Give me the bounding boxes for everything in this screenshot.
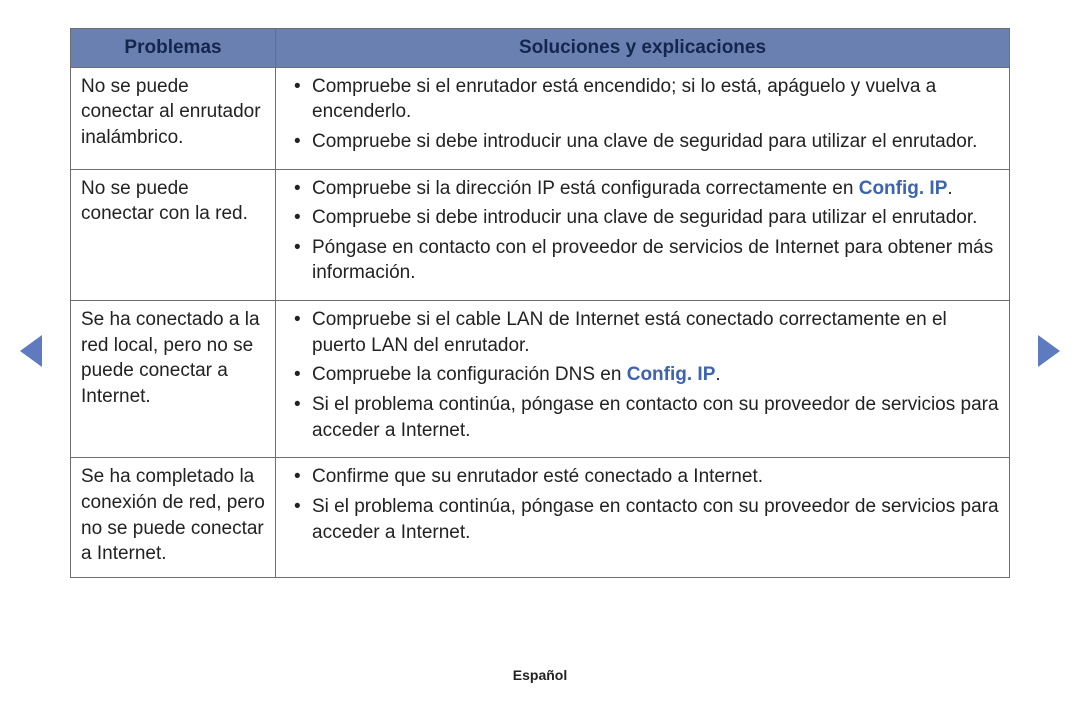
solution-text: Si el problema continúa, póngase en cont… bbox=[312, 496, 999, 543]
table-row: No se puede conectar con la red. Comprueb… bbox=[71, 169, 1010, 301]
solution-item: Si el problema continúa, póngase en cont… bbox=[286, 494, 999, 545]
solution-item: Confirme que su enrutador esté conectado… bbox=[286, 464, 999, 490]
solution-text: Compruebe si debe introducir una clave d… bbox=[312, 131, 977, 152]
config-ip-link[interactable]: Config. IP bbox=[859, 178, 948, 199]
header-solutions: Soluciones y explicaciones bbox=[276, 29, 1010, 68]
solution-text: Compruebe la configuración DNS en bbox=[312, 364, 627, 385]
problem-cell: Se ha completado la conexión de red, per… bbox=[71, 458, 276, 578]
problem-cell: Se ha conectado a la red local, pero no … bbox=[71, 301, 276, 458]
solution-text: Compruebe si la dirección IP está config… bbox=[312, 178, 859, 199]
problem-cell: No se puede conectar con la red. bbox=[71, 169, 276, 301]
prev-page-arrow[interactable] bbox=[20, 335, 42, 367]
solution-text: Póngase en contacto con el proveedor de … bbox=[312, 237, 993, 284]
problem-cell: No se puede conectar al enrutador inalám… bbox=[71, 67, 276, 169]
solution-cell: Compruebe si el enrutador está encendido… bbox=[276, 67, 1010, 169]
solution-item: Compruebe si la dirección IP está config… bbox=[286, 176, 999, 202]
solution-text: Compruebe si debe introducir una clave d… bbox=[312, 207, 977, 228]
solution-text-post: . bbox=[715, 364, 720, 385]
table-row: Se ha completado la conexión de red, per… bbox=[71, 458, 1010, 578]
solution-text: Compruebe si el cable LAN de Internet es… bbox=[312, 309, 947, 356]
solution-item: Compruebe si el cable LAN de Internet es… bbox=[286, 307, 999, 358]
footer-language: Español bbox=[0, 667, 1080, 683]
solution-text: Confirme que su enrutador esté conectado… bbox=[312, 466, 763, 487]
solution-cell: Compruebe si el cable LAN de Internet es… bbox=[276, 301, 1010, 458]
solution-item: Si el problema continúa, póngase en cont… bbox=[286, 392, 999, 443]
solution-item: Compruebe si debe introducir una clave d… bbox=[286, 205, 999, 231]
solution-text: Si el problema continúa, póngase en cont… bbox=[312, 394, 999, 441]
solution-item: Compruebe si el enrutador está encendido… bbox=[286, 74, 999, 125]
solution-text-post: . bbox=[947, 178, 952, 199]
header-problems: Problemas bbox=[71, 29, 276, 68]
table-row: No se puede conectar al enrutador inalám… bbox=[71, 67, 1010, 169]
solution-text: Compruebe si el enrutador está encendido… bbox=[312, 76, 936, 123]
table-row: Se ha conectado a la red local, pero no … bbox=[71, 301, 1010, 458]
solution-cell: Confirme que su enrutador esté conectado… bbox=[276, 458, 1010, 578]
solution-item: Compruebe si debe introducir una clave d… bbox=[286, 129, 999, 155]
solution-item: Póngase en contacto con el proveedor de … bbox=[286, 235, 999, 286]
troubleshooting-table: Problemas Soluciones y explicaciones No … bbox=[70, 28, 1010, 578]
next-page-arrow[interactable] bbox=[1038, 335, 1060, 367]
solution-item: Compruebe la configuración DNS en Config… bbox=[286, 362, 999, 388]
config-ip-link[interactable]: Config. IP bbox=[627, 364, 716, 385]
solution-cell: Compruebe si la dirección IP está config… bbox=[276, 169, 1010, 301]
